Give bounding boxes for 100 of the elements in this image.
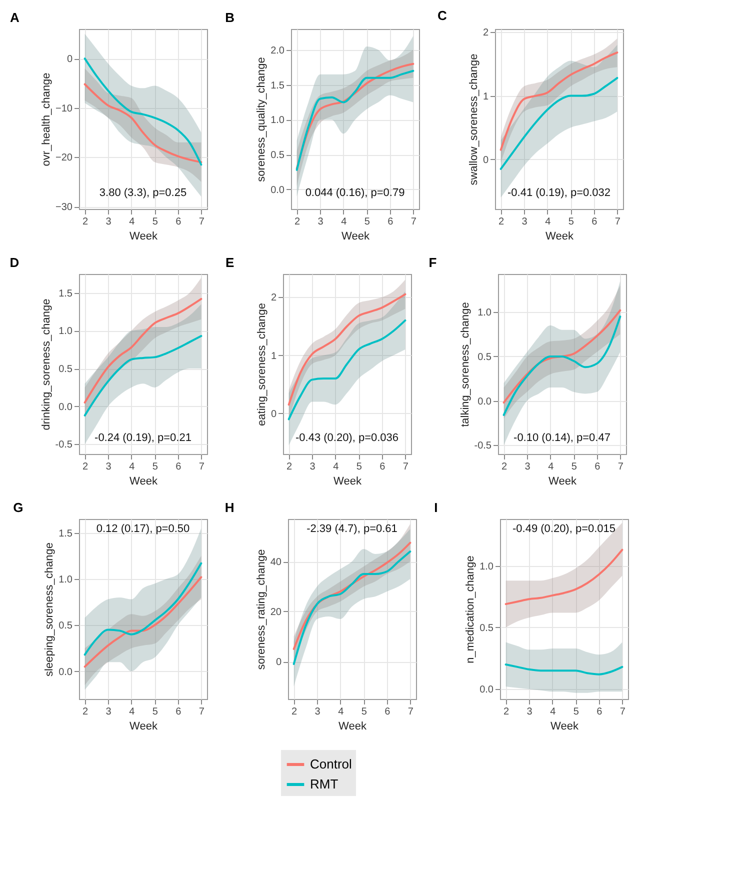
x-tick-label: 4 [333, 462, 340, 472]
line-series [292, 542, 412, 650]
chart-title: G [13, 500, 24, 515]
x-tick-label: 3 [318, 216, 324, 228]
line-series [504, 663, 624, 676]
y-tick-label: −20 [56, 152, 73, 164]
x-axis-title: Week [130, 476, 158, 488]
x-tick-label: 3 [522, 216, 528, 228]
chart-title: B [225, 10, 234, 25]
y-tick-label: 0.0 [270, 184, 285, 196]
x-tick-label: 7 [198, 706, 205, 718]
x-tick-label: 2 [498, 216, 505, 228]
x-axis-title: Week [130, 230, 158, 242]
x-tick-label: 5 [152, 216, 158, 228]
x-tick-label: 2 [294, 216, 301, 228]
x-tick-label: 6 [176, 216, 182, 228]
legend-label: RMT [310, 776, 338, 792]
line-series [288, 293, 406, 406]
y-axis-title: ovr_health_change [40, 72, 53, 166]
line-series [84, 576, 202, 668]
y-tick-label: 20 [270, 607, 282, 618]
line-series [502, 316, 622, 416]
y-tick-label: −30 [56, 202, 73, 214]
y-tick-label: 0.0 [480, 684, 494, 696]
y-tick-label: 1 [482, 91, 489, 102]
chart-title: H [224, 500, 234, 515]
x-tick-label: 6 [592, 216, 598, 228]
y-tick-label: 1 [270, 350, 277, 362]
line-series [84, 58, 202, 166]
y-tick-label: 1.5 [58, 528, 73, 540]
y-axis-title: n_medication_change [464, 556, 477, 664]
x-tick-label: 5 [356, 462, 362, 472]
x-tick-label: 4 [550, 706, 556, 718]
y-tick-label: 0 [276, 657, 282, 668]
y-tick-label: 1.0 [58, 326, 73, 338]
y-axis-title: swallow_soreness_change [468, 54, 480, 186]
x-axis-title: Week [546, 230, 574, 242]
x-tick-label: 3 [314, 706, 321, 718]
y-tick-label: -0.5 [474, 440, 492, 452]
y-tick-label: −10 [56, 103, 73, 114]
y-tick-label: 2 [270, 292, 277, 304]
x-tick-label: 5 [364, 216, 370, 228]
x-tick-label: 5 [361, 706, 368, 718]
line-series [504, 548, 624, 606]
x-tick-label: 3 [526, 706, 533, 718]
y-tick-label: 2 [482, 28, 489, 39]
y-tick-label: 0.5 [480, 622, 494, 634]
y-axis-title: talking_soreness_change [459, 302, 472, 427]
annotation: 0.12 (0.17), p=0.50 [96, 523, 190, 535]
y-axis-title: soreness_rating_change [255, 549, 268, 670]
y-tick-label: 0.5 [270, 150, 285, 162]
x-tick-label: 2 [502, 462, 508, 472]
y-axis-title: soreness_quality_change [256, 57, 268, 182]
x-tick-label: 2 [82, 706, 89, 718]
y-tick-label: 1.5 [270, 80, 285, 92]
x-tick-label: 7 [614, 216, 621, 228]
x-axis-title: Week [338, 720, 367, 732]
y-tick-label: 0.5 [58, 364, 73, 376]
x-axis-title: Week [334, 476, 362, 488]
x-tick-label: 6 [384, 706, 391, 718]
line-series [84, 335, 202, 416]
x-tick-label: 7 [408, 706, 414, 718]
x-axis-title: Week [550, 720, 579, 732]
y-tick-label: 1.0 [270, 115, 285, 126]
x-tick-label: 3 [310, 462, 316, 472]
y-tick-label: 0 [66, 54, 73, 66]
line-series [500, 52, 618, 151]
y-tick-label: 0.0 [58, 402, 73, 413]
x-tick-label: 4 [338, 706, 344, 718]
x-tick-label: 2 [292, 706, 298, 718]
x-tick-label: 5 [152, 462, 158, 472]
line-series [84, 83, 202, 164]
y-tick-label: 0.5 [58, 620, 73, 632]
annotation: -0.24 (0.19), p=0.21 [94, 432, 192, 444]
x-tick-label: 6 [380, 462, 386, 472]
x-tick-label: 7 [410, 216, 417, 228]
x-tick-label: 6 [388, 216, 394, 228]
x-tick-label: 7 [402, 462, 409, 472]
annotation: 0.044 (0.16), p=0.79 [305, 187, 405, 199]
x-tick-label: 6 [176, 706, 182, 718]
annotation: -2.39 (4.7), p=0.61 [306, 523, 398, 535]
x-tick-label: 3 [524, 462, 531, 472]
y-tick-label: 0.0 [478, 396, 492, 408]
y-tick-label: 0.0 [58, 666, 73, 678]
x-tick-label: 3 [106, 706, 112, 718]
x-tick-label: 5 [571, 462, 578, 472]
annotation: -0.43 (0.20), p=0.036 [295, 432, 399, 444]
x-tick-label: 7 [198, 216, 205, 228]
x-tick-label: 4 [129, 216, 136, 228]
x-tick-label: 6 [176, 462, 182, 472]
x-tick-label: 6 [596, 706, 603, 718]
y-tick-label: 1.5 [58, 288, 73, 300]
y-tick-label: -0.5 [55, 440, 73, 451]
line-series [84, 298, 202, 404]
line-series [502, 309, 622, 404]
y-tick-label: 1.0 [478, 308, 492, 319]
x-tick-label: 4 [545, 216, 552, 228]
annotation: -0.10 (0.14), p=0.47 [514, 432, 610, 444]
legend-label: Control [310, 756, 352, 772]
y-tick-label: 0 [270, 408, 277, 420]
